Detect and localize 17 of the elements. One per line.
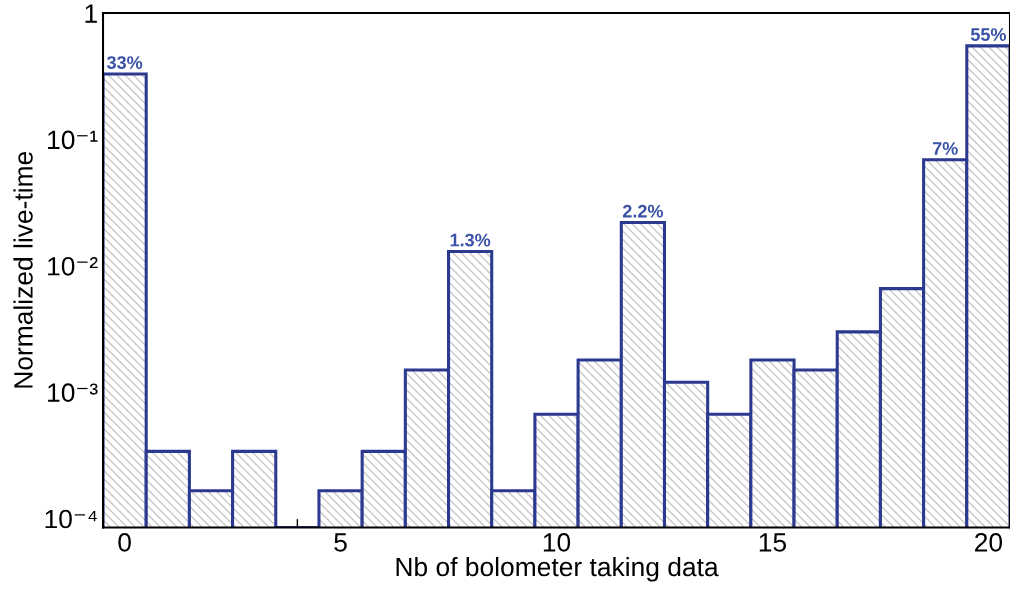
y-tick-label: 10⁻¹ [48,130,98,150]
y-tick-label: 10⁻² [48,256,98,276]
data-label: 55% [970,28,1006,41]
x-tick-label: 10 [543,533,571,552]
y-tick-label: 1 [85,4,97,23]
data-label: 2.2% [622,204,663,218]
x-tick-label: 0 [118,533,131,552]
y-axis-title: Normalized live-time [13,151,33,388]
data-label: 33% [106,56,143,69]
x-tick-label: 5 [334,533,347,552]
y-tick-label: 10⁻³ [48,383,98,402]
x-axis-title: Nb of bolometer taking data [396,556,719,582]
x-tick-label: 20 [975,533,1003,552]
data-label: 1.3% [450,233,491,247]
y-tick-label: 10⁻⁴ [45,509,97,529]
x-tick-label: 15 [759,533,787,552]
data-label: 7% [932,142,958,155]
